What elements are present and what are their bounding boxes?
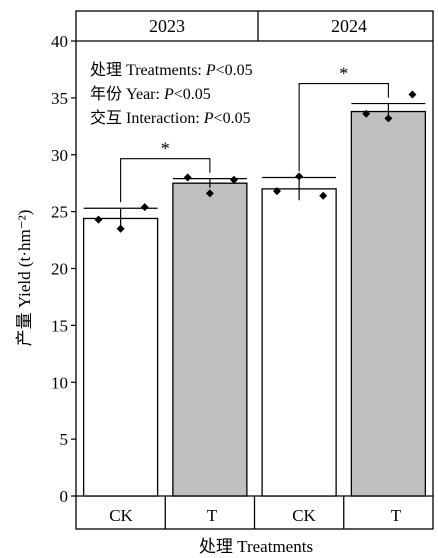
y-axis-ticks: 0 5 10 15 20 25 30 35 40 — [51, 32, 76, 506]
bar-2023-t — [172, 182, 248, 497]
y-tick-label: 30 — [51, 146, 68, 165]
significance-brackets: ** — [120, 64, 389, 203]
data-point — [229, 175, 238, 184]
anova-stats: 处理 Treatments: P<0.05 年份 Year: P<0.05 交互 I… — [90, 61, 253, 127]
significance-bracket — [298, 83, 389, 172]
data-point — [140, 203, 149, 212]
data-point — [362, 109, 371, 118]
y-tick-label: 5 — [60, 430, 69, 449]
data-point — [384, 114, 393, 123]
data-points — [94, 90, 417, 233]
data-point — [272, 187, 281, 196]
x-axis-label: 处理 Treatments — [199, 537, 313, 556]
y-tick-label: 20 — [51, 260, 68, 279]
category-row: CK T CK T — [109, 506, 402, 525]
data-point — [183, 173, 192, 182]
bars — [82, 102, 427, 497]
bar-2023-ck — [82, 217, 159, 497]
significance-marker: * — [161, 139, 170, 159]
data-point — [205, 189, 214, 198]
category-label-2024-ck: CK — [292, 506, 316, 525]
y-tick-label: 35 — [51, 89, 68, 108]
stat-line: 处理 Treatments: P<0.05 — [90, 61, 253, 79]
category-label-2023-t: T — [207, 506, 218, 525]
significance-bracket — [120, 158, 211, 203]
data-point — [116, 224, 125, 233]
y-tick-label: 25 — [51, 203, 68, 222]
y-tick-label: 0 — [60, 487, 69, 506]
data-point — [408, 90, 417, 99]
bar-2024-ck — [261, 188, 337, 497]
bar-2024-t — [350, 110, 427, 497]
category-label-2024-t: T — [391, 506, 402, 525]
year-header-row: 2023 2024 — [149, 16, 367, 36]
data-point — [94, 215, 103, 224]
panel-label-2023: 2023 — [149, 16, 185, 36]
stat-line: 年份 Year: P<0.05 — [90, 85, 211, 103]
panel-label-2024: 2024 — [331, 16, 367, 36]
data-point — [319, 191, 328, 200]
y-tick-label: 10 — [51, 373, 68, 392]
y-tick-label: 15 — [51, 316, 68, 335]
stat-line: 交互 Interaction: P<0.05 — [90, 109, 251, 127]
category-label-2023-ck: CK — [109, 506, 133, 525]
significance-marker: * — [339, 64, 348, 84]
y-tick-label: 40 — [51, 32, 68, 51]
data-point — [295, 172, 304, 181]
y-axis-label: 产量 Yield (t·hm⁻²) — [15, 210, 34, 347]
